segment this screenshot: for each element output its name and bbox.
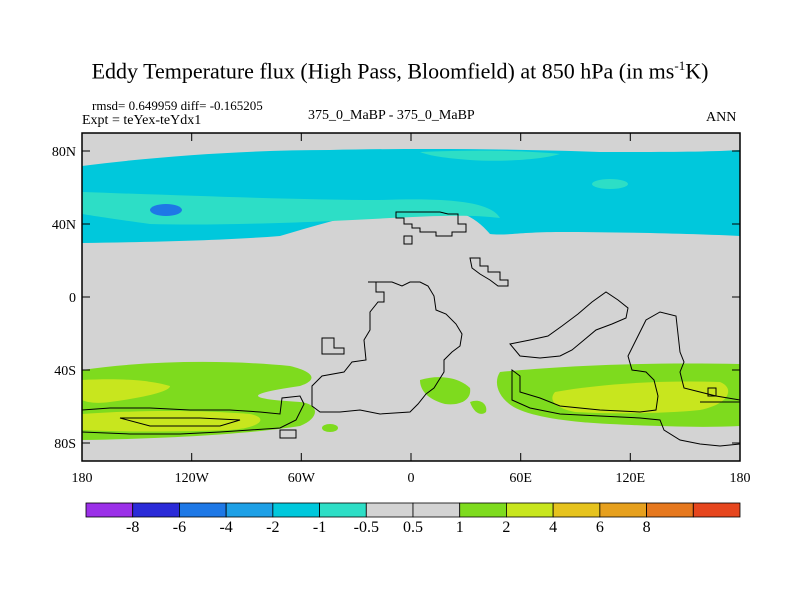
coastline-east-continent-shelf (511, 311, 740, 447)
coastline-east-continent (509, 291, 629, 359)
colorbar-swatch (646, 502, 694, 518)
coastlines (82, 211, 740, 447)
colorbar-swatch (459, 502, 507, 518)
colorbar-swatch (319, 502, 367, 518)
lat-label-80s: 80S (54, 437, 76, 452)
colorbar-swatch (85, 502, 134, 518)
flux-field (82, 133, 740, 461)
colorbar-label: 0.5 (403, 519, 423, 536)
colorbar-label: 2 (502, 519, 511, 536)
green-patch-mid (420, 377, 471, 405)
colorbar-swatch (599, 502, 647, 518)
coastline-south-islands (279, 429, 297, 439)
figure-title: Eddy Temperature flux (High Pass, Bloomf… (0, 58, 800, 84)
lat-label-80n: 80N (52, 145, 76, 160)
title-superscript: -1 (674, 58, 686, 73)
colorbar-swatch (692, 502, 741, 518)
period-label: ANN (706, 110, 737, 125)
lat-label-40n: 40N (52, 218, 76, 233)
lon-label-60e: 60E (509, 471, 532, 486)
blue-blob (150, 204, 182, 216)
colorbar-swatch (552, 502, 601, 518)
colorbar-swatch (365, 502, 414, 518)
green-patch-small (322, 424, 338, 432)
lat-label-40s: 40S (54, 364, 76, 379)
colorbar-label: 6 (595, 519, 604, 536)
lon-label-0: 0 (408, 471, 415, 486)
colorbar-label: -6 (172, 519, 187, 536)
colorbar-label: 4 (549, 519, 558, 536)
lon-label-180w: 180 (72, 471, 93, 486)
colorbar (85, 502, 741, 518)
lon-label-120w: 120W (175, 471, 210, 486)
title-text: Eddy Temperature flux (High Pass, Bloomf… (91, 58, 675, 84)
colorbar-label: -0.5 (353, 519, 379, 536)
lon-label-180e: 180 (730, 471, 751, 486)
colorbar-label: -4 (219, 519, 233, 536)
coastline-inner-southwest (119, 417, 241, 427)
case-label: 375_0_MaBP - 375_0_MaBP (308, 108, 475, 123)
coastline-east-island (707, 387, 717, 397)
colorbar-label: -2 (266, 519, 280, 536)
colorbar-swatch (506, 502, 554, 518)
coastline-island-a (403, 235, 413, 245)
colorbar-label: -1 (312, 519, 327, 536)
title-unit-end: K) (685, 58, 709, 84)
axis-ticks (82, 133, 740, 461)
colorbar-swatch (272, 502, 320, 518)
coastline-island-b (469, 257, 509, 287)
colorbar-swatch (225, 502, 274, 518)
coastline-west-land (321, 337, 345, 355)
yellow-band-west-lower (82, 411, 261, 432)
yellow-band-east (552, 381, 729, 414)
cyan-pale-patch-north (420, 150, 560, 161)
rmsd-diff-label: rmsd= 0.649959 diff= -0.165205 (92, 98, 263, 113)
colorbar-swatch (132, 502, 180, 518)
coastline-southwest (82, 395, 305, 435)
lon-label-60w: 60W (288, 471, 316, 486)
expt-label: Expt = teYex-teYdx1 (82, 113, 202, 128)
coastline-north-continent (395, 211, 467, 237)
cyan-pale-patch-east (592, 179, 628, 189)
lon-label-120e: 120E (616, 471, 646, 486)
yellow-band-west (82, 379, 170, 403)
colorbar-swatch (179, 502, 227, 518)
coastline-central-continent (311, 281, 463, 415)
lat-label-0: 0 (69, 291, 76, 306)
colorbar-label: 8 (642, 519, 651, 536)
colorbar-label: -8 (126, 519, 140, 536)
colorbar-label: 1 (455, 519, 464, 536)
green-patch-atlantic (470, 400, 487, 414)
colorbar-swatch (412, 502, 461, 518)
